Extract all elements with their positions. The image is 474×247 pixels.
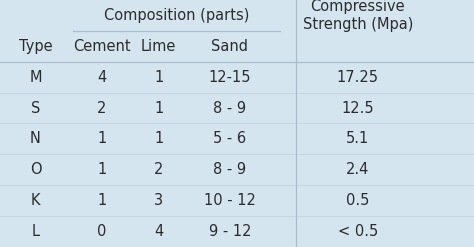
Text: 2.4: 2.4	[346, 162, 370, 177]
Text: 12.5: 12.5	[342, 101, 374, 116]
Text: 5 - 6: 5 - 6	[213, 131, 246, 146]
Text: L: L	[32, 224, 39, 239]
Text: Lime: Lime	[141, 39, 176, 54]
Text: K: K	[31, 193, 40, 208]
Text: 0.5: 0.5	[346, 193, 370, 208]
Text: 12-15: 12-15	[209, 70, 251, 85]
Text: Sand: Sand	[211, 39, 248, 54]
Text: 5.1: 5.1	[346, 131, 370, 146]
Text: 8 - 9: 8 - 9	[213, 101, 246, 116]
Text: 2: 2	[97, 101, 107, 116]
Text: S: S	[31, 101, 40, 116]
Text: Compressive
Strength (Mpa): Compressive Strength (Mpa)	[303, 0, 413, 32]
Text: Type: Type	[19, 39, 52, 54]
Text: 1: 1	[154, 101, 164, 116]
Text: 1: 1	[97, 131, 107, 146]
Text: < 0.5: < 0.5	[338, 224, 378, 239]
Text: 3: 3	[154, 193, 164, 208]
Text: 2: 2	[154, 162, 164, 177]
Text: 1: 1	[154, 70, 164, 85]
Text: 8 - 9: 8 - 9	[213, 162, 246, 177]
Text: 1: 1	[154, 131, 164, 146]
Text: N: N	[30, 131, 41, 146]
Text: 1: 1	[97, 193, 107, 208]
Text: 0: 0	[97, 224, 107, 239]
Text: Composition (parts): Composition (parts)	[104, 8, 249, 23]
Text: Cement: Cement	[73, 39, 131, 54]
Text: O: O	[30, 162, 41, 177]
Text: 9 - 12: 9 - 12	[209, 224, 251, 239]
Text: 10 - 12: 10 - 12	[204, 193, 256, 208]
Text: 17.25: 17.25	[337, 70, 379, 85]
Text: 1: 1	[97, 162, 107, 177]
Text: M: M	[29, 70, 42, 85]
Text: 4: 4	[154, 224, 164, 239]
Text: 4: 4	[97, 70, 107, 85]
